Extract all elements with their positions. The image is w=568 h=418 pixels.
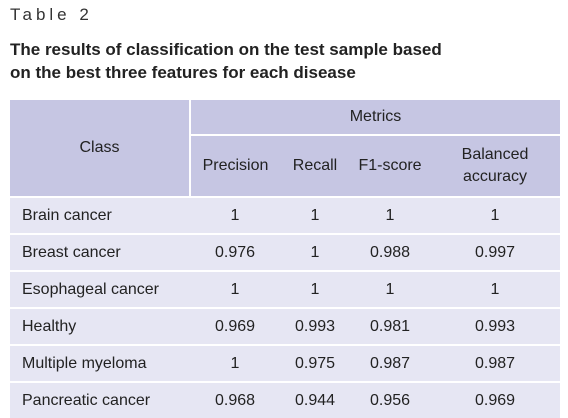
metric-cell: 1: [280, 196, 350, 234]
metric-cell: 1: [430, 196, 560, 234]
table-row: Brain cancer 1 1 1 1: [10, 196, 560, 234]
metric-cell: 1: [190, 270, 280, 308]
metric-cell: 0.988: [350, 233, 430, 271]
metric-cell: 1: [350, 196, 430, 234]
group-header: Metrics: [190, 100, 560, 136]
metric-cell: 0.976: [190, 233, 280, 271]
column-header: Balanced accuracy: [430, 135, 560, 197]
class-cell: Brain cancer: [10, 196, 190, 234]
class-cell: Healthy: [10, 307, 190, 345]
metric-cell: 0.993: [430, 307, 560, 345]
table-row: Breast cancer 0.976 1 0.988 0.997: [10, 233, 560, 271]
class-cell: Pancreatic cancer: [10, 381, 190, 418]
table-title: The results of classification on the tes…: [10, 38, 442, 84]
table-row: Pancreatic cancer 0.968 0.944 0.956 0.969: [10, 381, 560, 418]
column-header: Recall: [280, 135, 350, 197]
column-header: Precision: [190, 135, 280, 197]
class-cell: Breast cancer: [10, 233, 190, 271]
column-header: F1-score: [350, 135, 430, 197]
metric-cell: 0.969: [430, 381, 560, 418]
metric-cell: 0.993: [280, 307, 350, 345]
class-cell: Multiple myeloma: [10, 344, 190, 382]
metric-cell: 0.968: [190, 381, 280, 418]
title-line: on the best three features for each dise…: [10, 63, 356, 82]
metric-cell: 0.975: [280, 344, 350, 382]
table-row: Healthy 0.969 0.993 0.981 0.993: [10, 307, 560, 345]
metric-cell: 0.987: [430, 344, 560, 382]
metric-cell: 0.969: [190, 307, 280, 345]
metric-cell: 0.997: [430, 233, 560, 271]
metric-cell: 1: [280, 270, 350, 308]
results-table: Class Metrics Precision Recall F1-score Bal…: [10, 100, 560, 418]
metric-cell: 1: [280, 233, 350, 271]
column-header: Class: [10, 100, 191, 197]
title-line: The results of classification on the tes…: [10, 40, 442, 59]
metric-cell: 1: [430, 270, 560, 308]
metric-cell: 0.987: [350, 344, 430, 382]
table-label: Table 2: [10, 5, 93, 24]
table-row: Multiple myeloma 1 0.975 0.987 0.987: [10, 344, 560, 382]
table-row: Esophageal cancer 1 1 1 1: [10, 270, 560, 308]
metric-cell: 1: [350, 270, 430, 308]
metric-cell: 1: [190, 344, 280, 382]
metric-cell: 0.944: [280, 381, 350, 418]
class-cell: Esophageal cancer: [10, 270, 190, 308]
metric-cell: 0.981: [350, 307, 430, 345]
metric-cell: 1: [190, 196, 280, 234]
metric-cell: 0.956: [350, 381, 430, 418]
